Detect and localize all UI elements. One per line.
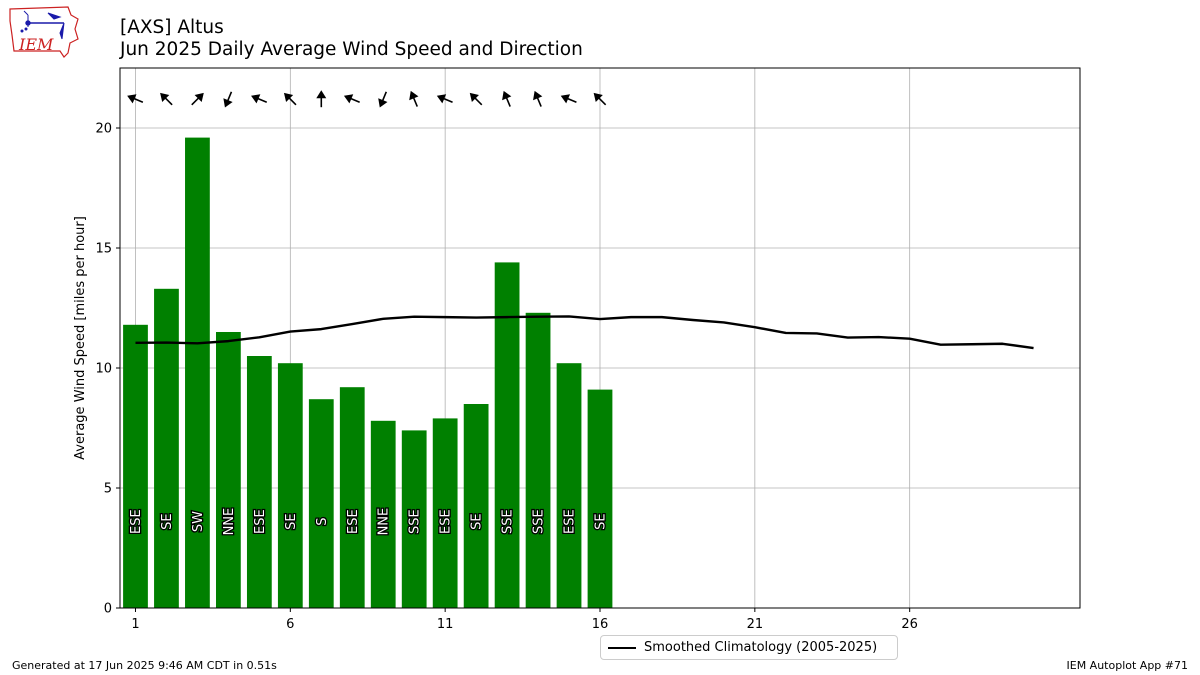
wind-arrow-head (251, 94, 261, 104)
wind-arrow (436, 94, 453, 104)
direction-label: NNE (222, 508, 237, 536)
iem-logo: IEM (9, 6, 79, 58)
wind-arrow (378, 91, 388, 108)
direction-label: ESE (563, 509, 578, 534)
wind-arrow-head (283, 92, 294, 103)
bar (339, 387, 365, 608)
wind-arrow (160, 92, 173, 106)
wind-arrow (502, 90, 512, 107)
wind-arrow (223, 91, 233, 108)
bar (525, 312, 551, 608)
direction-label: SW (191, 511, 206, 532)
wind-arrow (343, 94, 360, 104)
wind-arrow (593, 92, 607, 106)
direction-label: ESE (129, 509, 144, 534)
wind-arrow (316, 90, 327, 108)
direction-label: SE (470, 513, 485, 529)
wind-arrow-head (316, 90, 327, 99)
iowa-outline-shape (9, 6, 79, 58)
wind-arrow-head (409, 90, 419, 101)
wind-arrow (533, 90, 543, 107)
wind-arrow-head (533, 90, 543, 101)
direction-label: SE (160, 513, 175, 529)
y-axis-label: Average Wind Speed [miles per hour] (73, 216, 88, 460)
direction-labels: ESE SE SW NNE ESE SE S ESE NNE SSE ESE SE SSE SSE ESE S… (128, 506, 610, 536)
bar (216, 332, 241, 608)
x-tick-label: 1 (131, 617, 139, 632)
logo-text: IEM (18, 35, 54, 54)
wind-arrow-head (223, 98, 233, 108)
wind-arrow-head (378, 98, 388, 108)
direction-label: SE (594, 513, 609, 529)
direction-label: ESE (253, 509, 268, 534)
legend: Smoothed Climatology (2005-2025) (600, 635, 898, 660)
bar (123, 324, 148, 608)
wind-arrow-head (343, 94, 354, 104)
direction-label: NNE (377, 508, 392, 536)
footer-app-id: IEM Autoplot App #71 (1066, 659, 1189, 672)
x-tick-label: 6 (286, 617, 294, 632)
wind-arrow (283, 92, 297, 106)
direction-label: SE (284, 513, 299, 529)
bar (494, 262, 520, 608)
bars (123, 137, 613, 608)
wind-arrow (251, 94, 268, 104)
bar (463, 404, 489, 608)
legend-label: Smoothed Climatology (2005-2025) (644, 640, 878, 655)
x-tick-label: 21 (747, 617, 764, 632)
climatology-line-group (135, 315, 1034, 350)
direction-label: SSE (501, 509, 516, 534)
wind-arrow-head (160, 92, 170, 103)
bar (185, 137, 210, 608)
wind-arrow-head (560, 94, 571, 104)
wind-arrow (191, 92, 204, 106)
direction-label: SSE (532, 509, 547, 534)
wind-vane-icon (20, 10, 65, 40)
wind-arrow (469, 92, 483, 106)
wind-arrow-head (436, 94, 447, 104)
bar (277, 363, 303, 608)
wind-arrow (409, 90, 419, 107)
x-tick-label: 11 (437, 617, 454, 632)
y-tick-label: 5 (104, 482, 112, 497)
wind-arrow-head (593, 92, 603, 103)
direction-label: S (315, 517, 330, 525)
wind-arrow (560, 94, 577, 104)
x-tick-label: 16 (592, 617, 609, 632)
direction-label: ESE (346, 509, 361, 534)
wind-arrow-head (502, 90, 512, 101)
bar (154, 288, 179, 608)
chart-title: [AXS] Altus (120, 17, 224, 38)
direction-label: ESE (439, 509, 454, 534)
direction-label: SSE (408, 509, 423, 534)
bar (246, 356, 272, 608)
chart-subtitle: Jun 2025 Daily Average Wind Speed and Di… (120, 39, 583, 60)
y-tick-label: 20 (95, 122, 112, 137)
bar (556, 363, 582, 608)
wind-arrow (127, 94, 144, 104)
bar (308, 399, 334, 608)
legend-line-swatch (608, 647, 636, 649)
bar (370, 420, 396, 608)
footer-generated: Generated at 17 Jun 2025 9:46 AM CDT in … (12, 659, 277, 672)
y-tick-label: 15 (95, 242, 112, 257)
x-tick-label: 26 (901, 617, 918, 632)
climatology-line (135, 315, 1034, 350)
y-tick-label: 0 (104, 602, 112, 617)
bar (401, 430, 427, 608)
bar (432, 418, 458, 608)
wind-arrow-head (127, 94, 137, 104)
wind-arrow-head (469, 92, 479, 103)
y-tick-label: 10 (95, 362, 112, 377)
bar (587, 389, 613, 608)
direction-arrows (127, 90, 607, 108)
wind-arrow-head (194, 92, 204, 103)
